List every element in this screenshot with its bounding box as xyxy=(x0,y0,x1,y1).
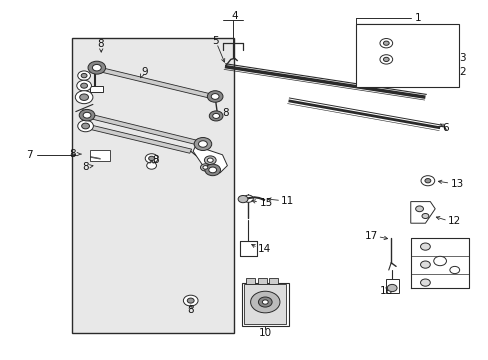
Polygon shape xyxy=(94,66,216,99)
Text: 8: 8 xyxy=(97,39,103,49)
Circle shape xyxy=(449,266,459,274)
Circle shape xyxy=(420,176,434,186)
Polygon shape xyxy=(84,124,191,153)
Text: 1: 1 xyxy=(414,13,421,23)
Circle shape xyxy=(250,291,279,313)
Text: 10: 10 xyxy=(258,328,271,338)
Circle shape xyxy=(187,298,194,303)
Text: 3: 3 xyxy=(458,53,465,63)
Circle shape xyxy=(420,243,429,250)
Text: 8: 8 xyxy=(222,108,229,118)
Circle shape xyxy=(433,256,446,266)
Circle shape xyxy=(81,83,87,88)
Circle shape xyxy=(238,195,247,203)
Circle shape xyxy=(207,91,223,102)
Text: 4: 4 xyxy=(231,11,238,21)
Bar xyxy=(386,279,398,293)
Circle shape xyxy=(208,167,216,173)
Circle shape xyxy=(243,195,253,202)
Circle shape xyxy=(198,141,207,147)
Circle shape xyxy=(262,300,268,304)
Bar xyxy=(269,278,278,284)
Circle shape xyxy=(209,111,223,121)
Text: 8: 8 xyxy=(187,305,194,315)
Circle shape xyxy=(145,154,158,163)
Circle shape xyxy=(386,284,396,292)
Circle shape xyxy=(383,57,388,62)
Bar xyxy=(355,24,458,87)
Bar xyxy=(257,278,266,284)
Circle shape xyxy=(81,73,87,78)
Circle shape xyxy=(78,71,90,80)
Bar xyxy=(72,38,233,333)
Text: 9: 9 xyxy=(141,67,147,77)
Circle shape xyxy=(92,64,101,71)
Circle shape xyxy=(83,112,91,118)
Text: 16: 16 xyxy=(379,286,392,296)
Circle shape xyxy=(212,113,219,118)
Circle shape xyxy=(77,80,91,91)
Circle shape xyxy=(148,156,154,161)
Text: 7: 7 xyxy=(26,150,33,160)
Circle shape xyxy=(424,179,430,183)
Text: 6: 6 xyxy=(442,123,448,133)
Bar xyxy=(242,283,288,326)
Circle shape xyxy=(379,55,392,64)
Circle shape xyxy=(420,261,429,268)
Text: 13: 13 xyxy=(449,179,463,189)
Circle shape xyxy=(183,295,198,306)
Text: 8: 8 xyxy=(69,149,76,159)
Polygon shape xyxy=(410,202,434,223)
Circle shape xyxy=(200,164,210,171)
Circle shape xyxy=(79,109,95,121)
Circle shape xyxy=(78,120,93,132)
Polygon shape xyxy=(193,146,227,173)
Circle shape xyxy=(80,94,88,100)
Text: 11: 11 xyxy=(280,196,294,206)
Text: 2: 2 xyxy=(458,67,465,77)
Circle shape xyxy=(420,279,429,286)
Bar xyxy=(244,284,285,324)
Circle shape xyxy=(204,164,220,176)
Text: 8: 8 xyxy=(152,155,159,165)
Bar xyxy=(90,86,102,92)
Circle shape xyxy=(194,138,211,150)
Circle shape xyxy=(207,158,213,162)
Text: 17: 17 xyxy=(364,231,378,241)
Circle shape xyxy=(75,91,93,104)
Circle shape xyxy=(204,156,216,165)
Text: 5: 5 xyxy=(211,36,218,46)
Circle shape xyxy=(258,297,272,307)
Circle shape xyxy=(211,94,219,99)
Polygon shape xyxy=(84,113,203,146)
Circle shape xyxy=(383,41,388,45)
Text: 14: 14 xyxy=(257,244,270,254)
Text: 15: 15 xyxy=(259,198,272,208)
Bar xyxy=(245,278,254,284)
Circle shape xyxy=(81,123,89,129)
Circle shape xyxy=(421,213,428,219)
Circle shape xyxy=(379,39,392,48)
Circle shape xyxy=(88,61,105,74)
Circle shape xyxy=(415,206,423,212)
Bar xyxy=(90,150,110,161)
Circle shape xyxy=(203,166,207,169)
Text: 8: 8 xyxy=(82,162,89,172)
Text: 12: 12 xyxy=(447,216,461,226)
Circle shape xyxy=(146,162,156,169)
